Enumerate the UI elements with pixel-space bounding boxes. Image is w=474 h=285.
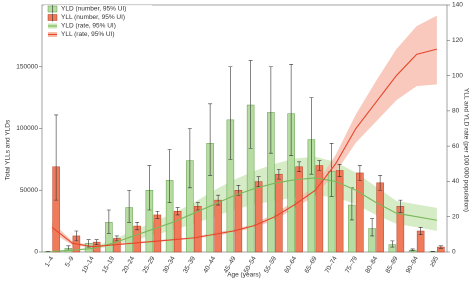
y2-axis-title: YLL and YLD rate (per 100 000 population…	[462, 88, 469, 212]
y-tick-label: 0	[34, 249, 38, 256]
legend-label: YLD (number, 95% UI)	[61, 6, 126, 13]
y2-tick-label: 60	[452, 143, 460, 150]
legend: YLD (number, 95% UI)YLL (number, 95% UI)…	[44, 5, 152, 41]
y2-tick-label: 0	[452, 249, 456, 256]
y2-tick-label: 80	[452, 108, 460, 115]
x-tick-label: 40–44	[202, 255, 217, 274]
x-tick-label: 55–59	[263, 255, 278, 274]
x-tick-label: 15–19	[101, 255, 116, 274]
legend-label: YLL (number, 95% UI)	[61, 14, 125, 21]
bar	[235, 190, 242, 252]
x-tick-label: 5–9	[64, 255, 76, 268]
x-tick-label: 65–69	[303, 255, 318, 274]
y2-tick-label: 40	[452, 178, 460, 185]
x-tick-label: 20–24	[121, 255, 136, 274]
x-tick-label: 1–4	[44, 255, 56, 268]
x-tick-label: 25–29	[141, 255, 156, 274]
x-tick-label: 90–94	[405, 255, 420, 274]
y2-tick-label: 140	[452, 2, 463, 9]
x-tick-label: 75–79	[344, 255, 359, 274]
legend-label: YLD (rate, 95% UI)	[61, 23, 116, 30]
bar	[194, 206, 201, 252]
error-bar	[411, 249, 415, 251]
y2-tick-label: 120	[452, 37, 463, 44]
legend-label: YLL (rate, 95% UI)	[61, 31, 115, 38]
x-tick-label: 85–89	[384, 255, 399, 274]
y2-tick-label: 20	[452, 213, 460, 220]
x-tick-label: 70–74	[324, 255, 339, 274]
y-tick-label: 50000	[20, 187, 38, 194]
bar	[174, 211, 181, 252]
y-axis-title: Total YLLs and YLDs	[5, 119, 12, 180]
x-tick-label: 30–34	[162, 255, 177, 274]
y2-tick-label: 100	[452, 72, 463, 79]
bar	[377, 183, 384, 252]
bar	[356, 173, 363, 252]
y-tick-label: 150000	[16, 63, 38, 70]
bar	[215, 200, 222, 252]
y-tick-label: 100000	[16, 125, 38, 132]
x-tick-label: 35–39	[182, 255, 197, 274]
x-tick-label: 80–84	[364, 255, 379, 274]
x-tick-label: ≥95	[429, 255, 441, 268]
bar	[154, 215, 161, 252]
x-tick-label: 60–64	[283, 255, 298, 274]
bar	[255, 182, 262, 252]
x-tick-label: 10–14	[81, 255, 96, 274]
